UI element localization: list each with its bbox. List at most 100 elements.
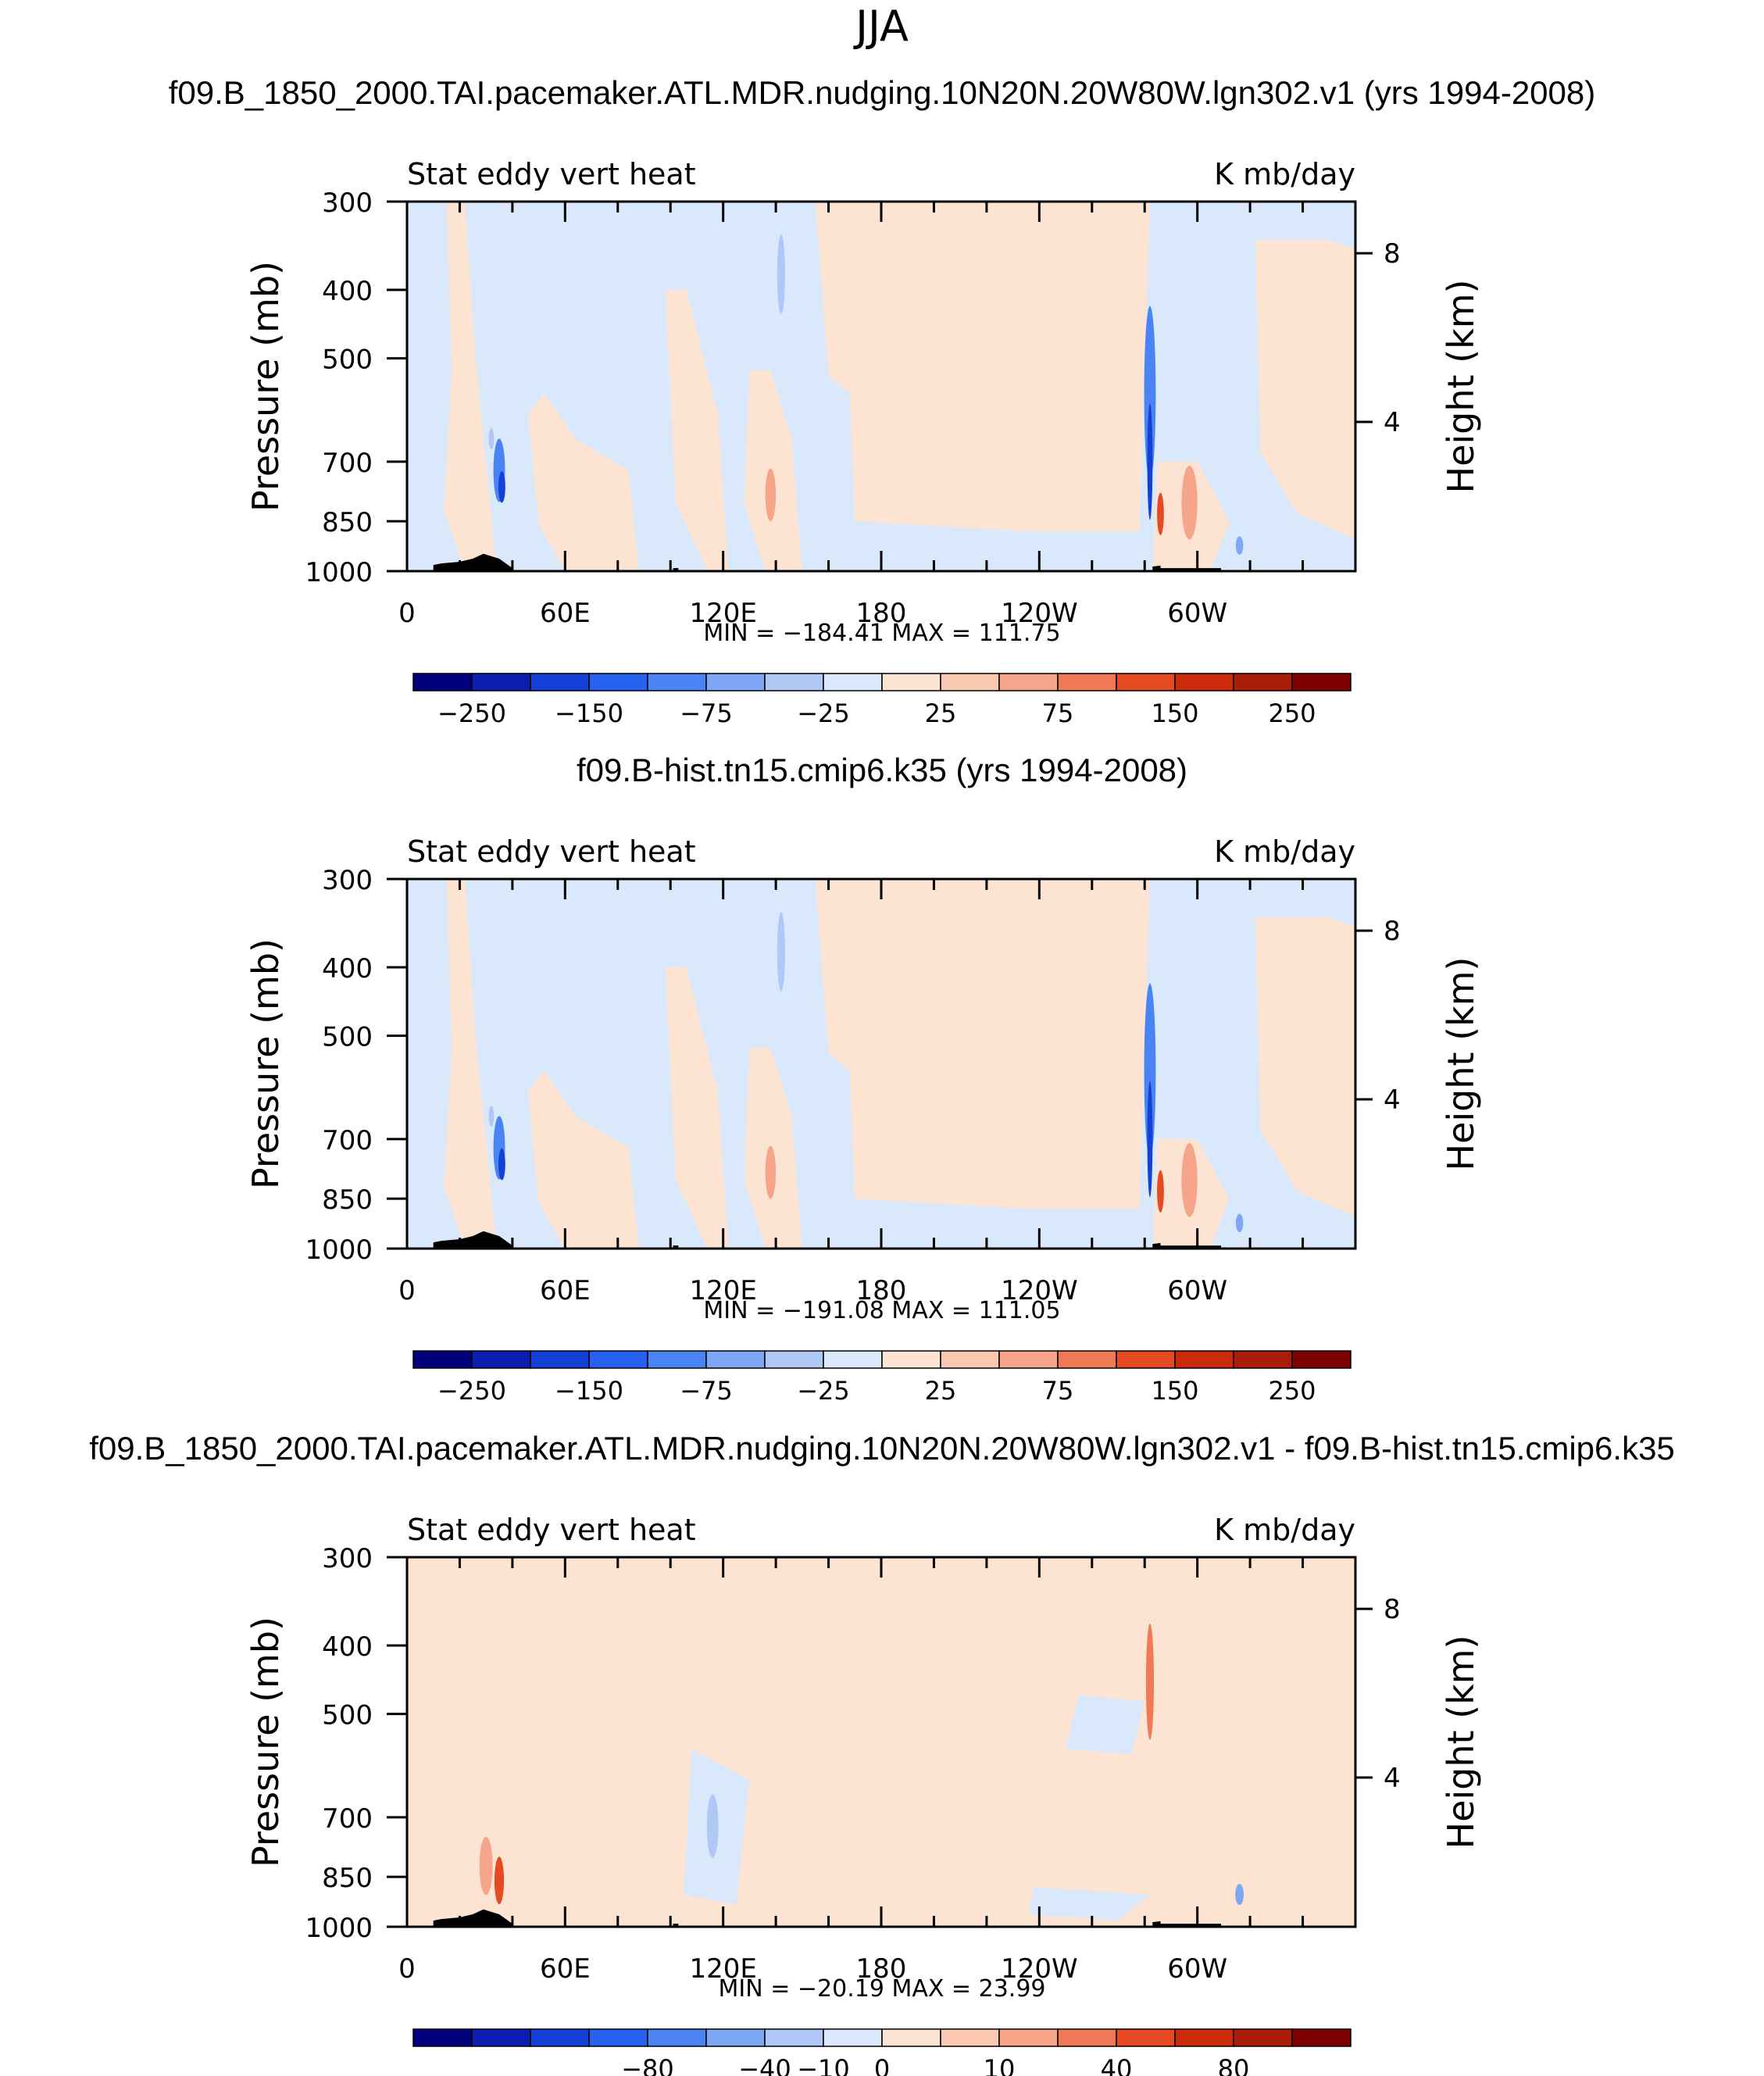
height-tick-label: 4 (1384, 1084, 1401, 1116)
y-tick-label: 500 (322, 1700, 373, 1731)
colorbar-label: 40 (1101, 2054, 1133, 2076)
cool-core (706, 1794, 719, 1858)
colorbar-label: 0 (874, 2054, 890, 2076)
colorbar-label: −80 (621, 2054, 674, 2076)
x-tick-label: 180 (856, 598, 907, 629)
colorbar-label: 150 (1151, 699, 1198, 728)
colorbar-label: 10 (984, 2054, 1016, 2076)
colorbar-label: −40 (738, 2054, 791, 2076)
positive-region (815, 202, 1150, 532)
x-tick-label: 60W (1167, 1953, 1227, 1985)
terrain-islands (673, 1924, 679, 1927)
warm-core (1181, 1143, 1198, 1217)
positive-region (815, 879, 1150, 1210)
colorbar-box (1233, 1350, 1293, 1369)
colorbar-box (1233, 673, 1293, 691)
colorbar-box (647, 2028, 707, 2047)
panel-title: f09.B-hist.tn15.cmip6.k35 (yrs 1994-2008… (577, 752, 1187, 788)
colorbar-label: −75 (680, 1376, 733, 1406)
colorbar-label: 25 (925, 1376, 957, 1406)
units-label: K mb/day (1214, 1513, 1355, 1547)
cool-core (488, 1106, 495, 1127)
y-tick-label: 700 (322, 1125, 373, 1156)
colorbar-label: −150 (555, 1376, 623, 1406)
warm-core (765, 468, 777, 522)
positive-region (512, 1557, 566, 1927)
colorbar-box (1174, 1350, 1234, 1369)
min-max-label: MIN = −184.41 MAX = 111.75 (703, 620, 1060, 647)
colorbar-box (823, 2028, 883, 2047)
y-tick-label: 500 (322, 345, 373, 376)
panel-title: f09.B_1850_2000.TAI.pacemaker.ATL.MDR.nu… (89, 1430, 1675, 1467)
colorbar-box (588, 2028, 648, 2047)
warm-core (1181, 466, 1198, 540)
colorbar-box (1057, 673, 1117, 691)
positive-region (665, 967, 729, 1249)
y-tick-label: 400 (322, 953, 373, 984)
y-tick-label: 1000 (305, 557, 373, 588)
positive-region (1255, 917, 1355, 1217)
positive-region (818, 1557, 1171, 1843)
x-tick-label: 60E (540, 1953, 591, 1985)
colorbar-label: 75 (1042, 1376, 1074, 1406)
colorbar-box (1174, 673, 1234, 691)
right-axis-label: Height (km) (1440, 1635, 1482, 1849)
colorbar-box (764, 2028, 824, 2047)
colorbar-box (705, 2028, 766, 2047)
colorbar-label: −25 (797, 699, 850, 728)
colorbar-box (1174, 2028, 1234, 2047)
season-title: JJA (853, 2, 909, 51)
cool-core (1147, 403, 1153, 520)
y-tick-label: 850 (322, 507, 373, 538)
colorbar-box (1291, 673, 1352, 691)
field-label: Stat eddy vert heat (407, 157, 696, 191)
y-tick-label: 850 (322, 1863, 373, 1894)
colorbar-box (881, 1350, 941, 1369)
x-tick-label: 0 (398, 1953, 416, 1985)
colorbar-box (764, 1350, 824, 1369)
units-label: K mb/day (1214, 834, 1355, 869)
x-tick-label: 120E (689, 1275, 756, 1306)
x-tick-label: 60W (1167, 1275, 1227, 1306)
colorbar-box (530, 2028, 590, 2047)
colorbar-label: −150 (555, 699, 623, 728)
terrain-andes (1152, 565, 1221, 571)
colorbar-box (530, 1350, 590, 1369)
height-tick-label: 8 (1384, 916, 1401, 947)
colorbar-box (1233, 2028, 1293, 2047)
y-tick-label: 700 (322, 1803, 373, 1835)
terrain-africa (433, 1231, 512, 1249)
colorbar-box (412, 2028, 473, 2047)
positive-region (1187, 1749, 1277, 1843)
colorbar-box (823, 673, 883, 691)
min-max-label: MIN = −20.19 MAX = 23.99 (719, 1975, 1046, 2003)
cool-core (1144, 306, 1156, 481)
positive-region (428, 1557, 466, 1927)
right-axis-label: Height (km) (1440, 279, 1482, 493)
x-tick-label: 60E (540, 598, 591, 629)
cool-core (488, 428, 495, 450)
field-shading (407, 1557, 1355, 1927)
y-tick-label: 300 (322, 865, 373, 896)
colorbar-box (940, 2028, 1000, 2047)
cool-core (777, 912, 785, 992)
colorbar-label: 75 (1042, 699, 1074, 728)
colorbar-box (1291, 1350, 1352, 1369)
colorbar-box (1057, 1350, 1117, 1369)
positive-region (444, 202, 497, 571)
colorbar-box (705, 1350, 766, 1369)
cool-core (1235, 1213, 1244, 1233)
height-tick-label: 4 (1384, 1763, 1401, 1794)
warm-core (1157, 492, 1164, 535)
field-shading (407, 879, 1355, 1249)
colorbar-box (412, 673, 473, 691)
y-axis-label: Pressure (mb) (245, 938, 287, 1189)
colorbar-box (647, 1350, 707, 1369)
y-tick-label: 400 (322, 276, 373, 307)
colorbar-box (471, 1350, 531, 1369)
warm-core (1157, 1170, 1164, 1213)
colorbar-label: −10 (797, 2054, 850, 2076)
x-tick-label: 120E (689, 598, 756, 629)
panel-2: f09.B-hist.tn15.cmip6.k35 (yrs 1994-2008… (245, 752, 1482, 1406)
field-label: Stat eddy vert heat (407, 834, 696, 869)
